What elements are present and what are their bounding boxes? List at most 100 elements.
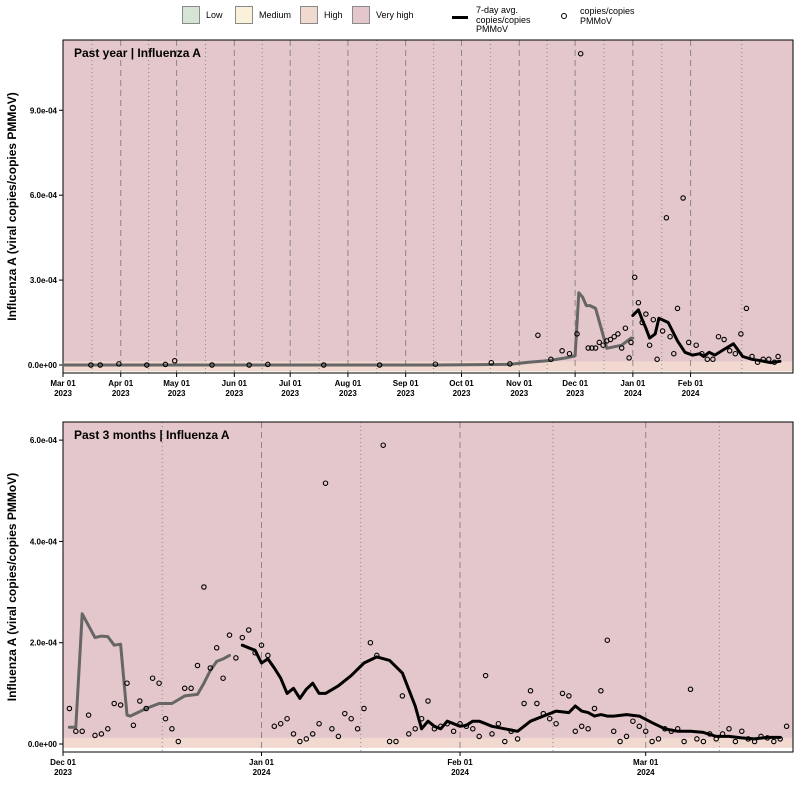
data-point <box>105 726 111 732</box>
y-axis-label: Influenza A (viral copies/copies PMMoV) <box>5 92 19 321</box>
data-point <box>502 738 508 745</box>
data-point <box>393 738 399 745</box>
data-point <box>431 726 438 732</box>
legend-line-key <box>452 16 468 19</box>
legend-item-high: High <box>300 6 343 24</box>
data-point <box>628 339 634 346</box>
data-point <box>578 723 585 730</box>
data-point <box>764 735 771 741</box>
band-high <box>63 737 793 748</box>
data-point <box>482 672 489 679</box>
data-point <box>699 350 705 357</box>
data-point <box>585 345 591 351</box>
data-point <box>162 715 169 722</box>
legend-item-medium: Medium <box>235 6 291 24</box>
data-point <box>406 731 412 737</box>
data-point <box>418 715 425 722</box>
legend-swatch-low <box>182 6 200 24</box>
data-point <box>598 688 604 694</box>
data-point <box>596 339 603 346</box>
data-point <box>704 356 711 363</box>
data-point <box>751 738 758 745</box>
x-tick-label: Oct 01 2023 <box>449 379 474 398</box>
y-tick-label: 0.0e+00 <box>28 740 58 749</box>
x-tick-label: Mar 01 2023 <box>50 379 76 398</box>
series-line-0 <box>61 291 635 367</box>
data-point <box>726 348 733 354</box>
data-point <box>631 274 638 281</box>
x-tick-label: Jan 01 2024 <box>249 758 274 777</box>
data-point <box>622 325 629 331</box>
legend-line-label: 7-day avg. copies/copies PMMoV <box>476 5 531 34</box>
data-point <box>766 356 772 363</box>
data-point <box>98 731 105 737</box>
data-point <box>239 634 246 641</box>
data-point <box>635 299 642 306</box>
data-point <box>592 345 599 351</box>
data-point <box>553 720 559 727</box>
data-point <box>643 311 649 317</box>
data-point <box>617 738 623 745</box>
data-point <box>342 710 348 717</box>
series-line-1 <box>631 308 782 365</box>
data-point <box>386 738 393 745</box>
data-point <box>450 728 457 735</box>
data-point <box>566 693 572 699</box>
data-point <box>297 738 303 745</box>
data-point <box>685 339 692 346</box>
data-point <box>246 362 252 368</box>
data-point <box>175 738 182 745</box>
data-point <box>600 342 606 348</box>
data-point <box>162 361 169 368</box>
data-point <box>97 362 103 368</box>
data-point <box>585 726 591 732</box>
y-tick-label: 3.0e-04 <box>30 276 58 285</box>
band-very-high <box>63 40 793 362</box>
data-point <box>659 328 666 334</box>
data-point <box>694 736 700 742</box>
x-tick-label: May 01 2023 <box>163 379 190 398</box>
data-point <box>507 361 513 367</box>
data-point <box>615 331 621 337</box>
data-point <box>188 685 194 692</box>
data-point <box>700 738 707 745</box>
data-point <box>743 305 750 312</box>
data-point <box>66 705 73 712</box>
data-point <box>348 715 354 722</box>
data-point <box>650 316 657 323</box>
legend-point-label: copies/copies PMMoV <box>580 6 635 26</box>
chart-past-year: 0.0e+00 3.0e-04 6.0e-04 9.0e-04 Mar 01 2023 Ap… <box>5 39 794 398</box>
legend-point-key <box>561 13 567 19</box>
data-point <box>671 350 677 357</box>
data-point <box>335 733 342 740</box>
data-point <box>749 353 755 360</box>
data-point <box>611 333 617 340</box>
data-point <box>265 361 271 368</box>
data-point <box>271 723 278 730</box>
y-tick-label: 6.0e-04 <box>30 436 58 445</box>
x-tick-label: Jan 01 2024 <box>620 379 645 398</box>
data-point <box>710 356 716 363</box>
data-point <box>374 652 380 659</box>
data-point <box>610 728 617 735</box>
band-low-medium <box>63 371 793 373</box>
x-tick-label: Feb 01 2024 <box>678 379 704 398</box>
legend-item-low: Low <box>182 6 223 24</box>
data-point <box>623 733 630 740</box>
x-tick-label: Sep 01 2023 <box>393 379 419 398</box>
y-tick-label: 9.0e-04 <box>30 106 58 115</box>
data-point <box>376 362 383 368</box>
data-point <box>171 358 178 364</box>
data-point <box>642 728 649 735</box>
data-point <box>540 710 547 717</box>
data-point <box>116 361 122 367</box>
band-very-high <box>63 422 793 738</box>
data-point <box>92 732 98 739</box>
data-point <box>668 728 675 735</box>
x-tick-label: Feb 01 2024 <box>447 758 473 777</box>
legend: Low Medium High Very high 7-day avg. cop… <box>0 0 800 40</box>
data-point <box>124 680 130 686</box>
data-point <box>380 442 386 448</box>
data-point <box>527 688 534 694</box>
